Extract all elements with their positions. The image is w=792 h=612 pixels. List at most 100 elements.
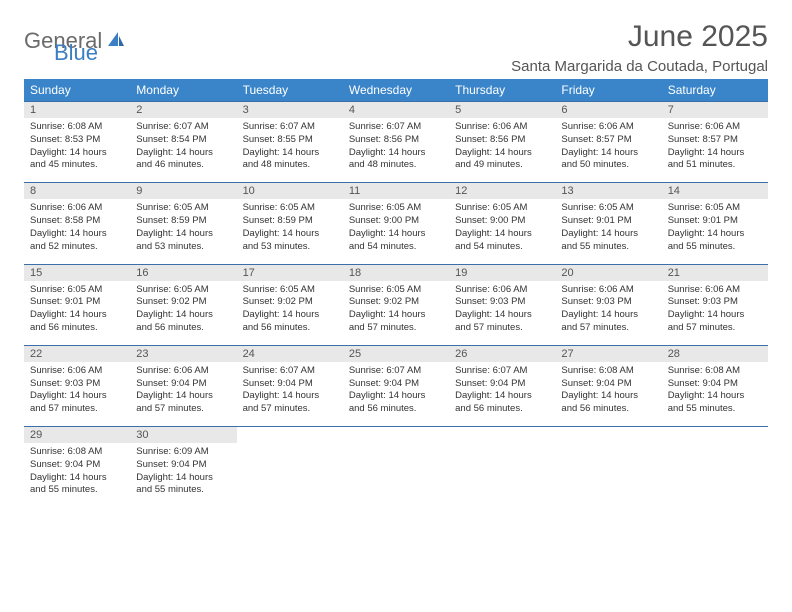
daylight-line-2: and 57 minutes.	[455, 322, 549, 335]
sunrise-line: Sunrise: 6:05 AM	[243, 202, 337, 215]
sunrise-line: Sunrise: 6:08 AM	[30, 446, 124, 459]
day-details: Sunrise: 6:06 AMSunset: 9:03 PMDaylight:…	[24, 362, 130, 426]
calendar-week-row: 1Sunrise: 6:08 AMSunset: 8:53 PMDaylight…	[24, 101, 768, 182]
daylight-line-2: and 49 minutes.	[455, 159, 549, 172]
daylight-line-2: and 56 minutes.	[349, 403, 443, 416]
day-number: 24	[237, 345, 343, 362]
daylight-line-1: Daylight: 14 hours	[455, 309, 549, 322]
calendar-table: Sunday Monday Tuesday Wednesday Thursday…	[24, 79, 768, 507]
day-number: 7	[662, 101, 768, 118]
sunrise-line: Sunrise: 6:08 AM	[561, 365, 655, 378]
weekday-header: Saturday	[662, 79, 768, 101]
day-number: 9	[130, 182, 236, 199]
daylight-line-1: Daylight: 14 hours	[668, 228, 762, 241]
day-number: 27	[555, 345, 661, 362]
daylight-line-2: and 55 minutes.	[136, 484, 230, 497]
day-details: Sunrise: 6:09 AMSunset: 9:04 PMDaylight:…	[130, 443, 236, 507]
daylight-line-2: and 54 minutes.	[455, 241, 549, 254]
daylight-line-2: and 57 minutes.	[349, 322, 443, 335]
calendar-day-cell: 5Sunrise: 6:06 AMSunset: 8:56 PMDaylight…	[449, 101, 555, 182]
sunset-line: Sunset: 9:02 PM	[136, 296, 230, 309]
day-number: 8	[24, 182, 130, 199]
day-number: 21	[662, 264, 768, 281]
day-number: 1	[24, 101, 130, 118]
day-number: 17	[237, 264, 343, 281]
calendar-day-cell: 22Sunrise: 6:06 AMSunset: 9:03 PMDayligh…	[24, 345, 130, 426]
sunset-line: Sunset: 8:53 PM	[30, 134, 124, 147]
calendar-day-cell: 10Sunrise: 6:05 AMSunset: 8:59 PMDayligh…	[237, 182, 343, 263]
sunrise-line: Sunrise: 6:05 AM	[30, 284, 124, 297]
day-number: 10	[237, 182, 343, 199]
day-details: Sunrise: 6:05 AMSunset: 8:59 PMDaylight:…	[130, 199, 236, 263]
weekday-header: Tuesday	[237, 79, 343, 101]
sunset-line: Sunset: 9:02 PM	[243, 296, 337, 309]
sunset-line: Sunset: 9:01 PM	[561, 215, 655, 228]
daylight-line-1: Daylight: 14 hours	[349, 309, 443, 322]
day-number: 11	[343, 182, 449, 199]
daylight-line-1: Daylight: 14 hours	[668, 147, 762, 160]
calendar-day-cell: 17Sunrise: 6:05 AMSunset: 9:02 PMDayligh…	[237, 264, 343, 345]
daylight-line-2: and 55 minutes.	[668, 241, 762, 254]
daylight-line-1: Daylight: 14 hours	[561, 309, 655, 322]
day-details: Sunrise: 6:07 AMSunset: 8:55 PMDaylight:…	[237, 118, 343, 182]
day-number: 12	[449, 182, 555, 199]
calendar-day-cell	[662, 426, 768, 507]
sunset-line: Sunset: 9:04 PM	[349, 378, 443, 391]
sunset-line: Sunset: 8:59 PM	[136, 215, 230, 228]
day-number: 6	[555, 101, 661, 118]
daylight-line-1: Daylight: 14 hours	[243, 228, 337, 241]
sunset-line: Sunset: 8:55 PM	[243, 134, 337, 147]
calendar-day-cell: 3Sunrise: 6:07 AMSunset: 8:55 PMDaylight…	[237, 101, 343, 182]
day-details: Sunrise: 6:06 AMSunset: 8:57 PMDaylight:…	[555, 118, 661, 182]
calendar-day-cell: 27Sunrise: 6:08 AMSunset: 9:04 PMDayligh…	[555, 345, 661, 426]
calendar-week-row: 22Sunrise: 6:06 AMSunset: 9:03 PMDayligh…	[24, 345, 768, 426]
sunrise-line: Sunrise: 6:06 AM	[30, 365, 124, 378]
sunrise-line: Sunrise: 6:05 AM	[455, 202, 549, 215]
day-number: 25	[343, 345, 449, 362]
day-details: Sunrise: 6:08 AMSunset: 8:53 PMDaylight:…	[24, 118, 130, 182]
daylight-line-1: Daylight: 14 hours	[349, 390, 443, 403]
calendar-day-cell: 24Sunrise: 6:07 AMSunset: 9:04 PMDayligh…	[237, 345, 343, 426]
daylight-line-1: Daylight: 14 hours	[243, 147, 337, 160]
sunrise-line: Sunrise: 6:06 AM	[668, 284, 762, 297]
calendar-day-cell: 19Sunrise: 6:06 AMSunset: 9:03 PMDayligh…	[449, 264, 555, 345]
page-header: General Blue June 2025 Santa Margarida d…	[24, 20, 768, 75]
daylight-line-2: and 46 minutes.	[136, 159, 230, 172]
sunrise-line: Sunrise: 6:05 AM	[243, 284, 337, 297]
calendar-day-cell: 30Sunrise: 6:09 AMSunset: 9:04 PMDayligh…	[130, 426, 236, 507]
weekday-header: Friday	[555, 79, 661, 101]
logo-sail-icon	[106, 30, 126, 53]
daylight-line-2: and 55 minutes.	[668, 403, 762, 416]
sunrise-line: Sunrise: 6:07 AM	[136, 121, 230, 134]
day-details: Sunrise: 6:06 AMSunset: 9:03 PMDaylight:…	[662, 281, 768, 345]
sunrise-line: Sunrise: 6:07 AM	[243, 365, 337, 378]
month-title: June 2025	[511, 20, 768, 54]
calendar-day-cell: 6Sunrise: 6:06 AMSunset: 8:57 PMDaylight…	[555, 101, 661, 182]
day-details: Sunrise: 6:07 AMSunset: 9:04 PMDaylight:…	[237, 362, 343, 426]
day-number: 14	[662, 182, 768, 199]
day-details: Sunrise: 6:05 AMSunset: 9:01 PMDaylight:…	[24, 281, 130, 345]
daylight-line-1: Daylight: 14 hours	[136, 147, 230, 160]
daylight-line-2: and 45 minutes.	[30, 159, 124, 172]
calendar-day-cell: 20Sunrise: 6:06 AMSunset: 9:03 PMDayligh…	[555, 264, 661, 345]
day-details: Sunrise: 6:06 AMSunset: 9:03 PMDaylight:…	[555, 281, 661, 345]
day-details: Sunrise: 6:07 AMSunset: 9:04 PMDaylight:…	[343, 362, 449, 426]
day-details: Sunrise: 6:08 AMSunset: 9:04 PMDaylight:…	[555, 362, 661, 426]
calendar-day-cell: 25Sunrise: 6:07 AMSunset: 9:04 PMDayligh…	[343, 345, 449, 426]
daylight-line-2: and 57 minutes.	[668, 322, 762, 335]
daylight-line-1: Daylight: 14 hours	[243, 390, 337, 403]
calendar-week-row: 15Sunrise: 6:05 AMSunset: 9:01 PMDayligh…	[24, 264, 768, 345]
calendar-day-cell	[449, 426, 555, 507]
daylight-line-1: Daylight: 14 hours	[30, 147, 124, 160]
calendar-day-cell: 1Sunrise: 6:08 AMSunset: 8:53 PMDaylight…	[24, 101, 130, 182]
daylight-line-1: Daylight: 14 hours	[136, 309, 230, 322]
sunset-line: Sunset: 9:04 PM	[243, 378, 337, 391]
weekday-header: Wednesday	[343, 79, 449, 101]
sunset-line: Sunset: 9:00 PM	[349, 215, 443, 228]
day-details: Sunrise: 6:05 AMSunset: 9:02 PMDaylight:…	[237, 281, 343, 345]
daylight-line-2: and 56 minutes.	[561, 403, 655, 416]
sunset-line: Sunset: 9:04 PM	[455, 378, 549, 391]
day-number: 29	[24, 426, 130, 443]
daylight-line-1: Daylight: 14 hours	[349, 228, 443, 241]
daylight-line-2: and 56 minutes.	[30, 322, 124, 335]
